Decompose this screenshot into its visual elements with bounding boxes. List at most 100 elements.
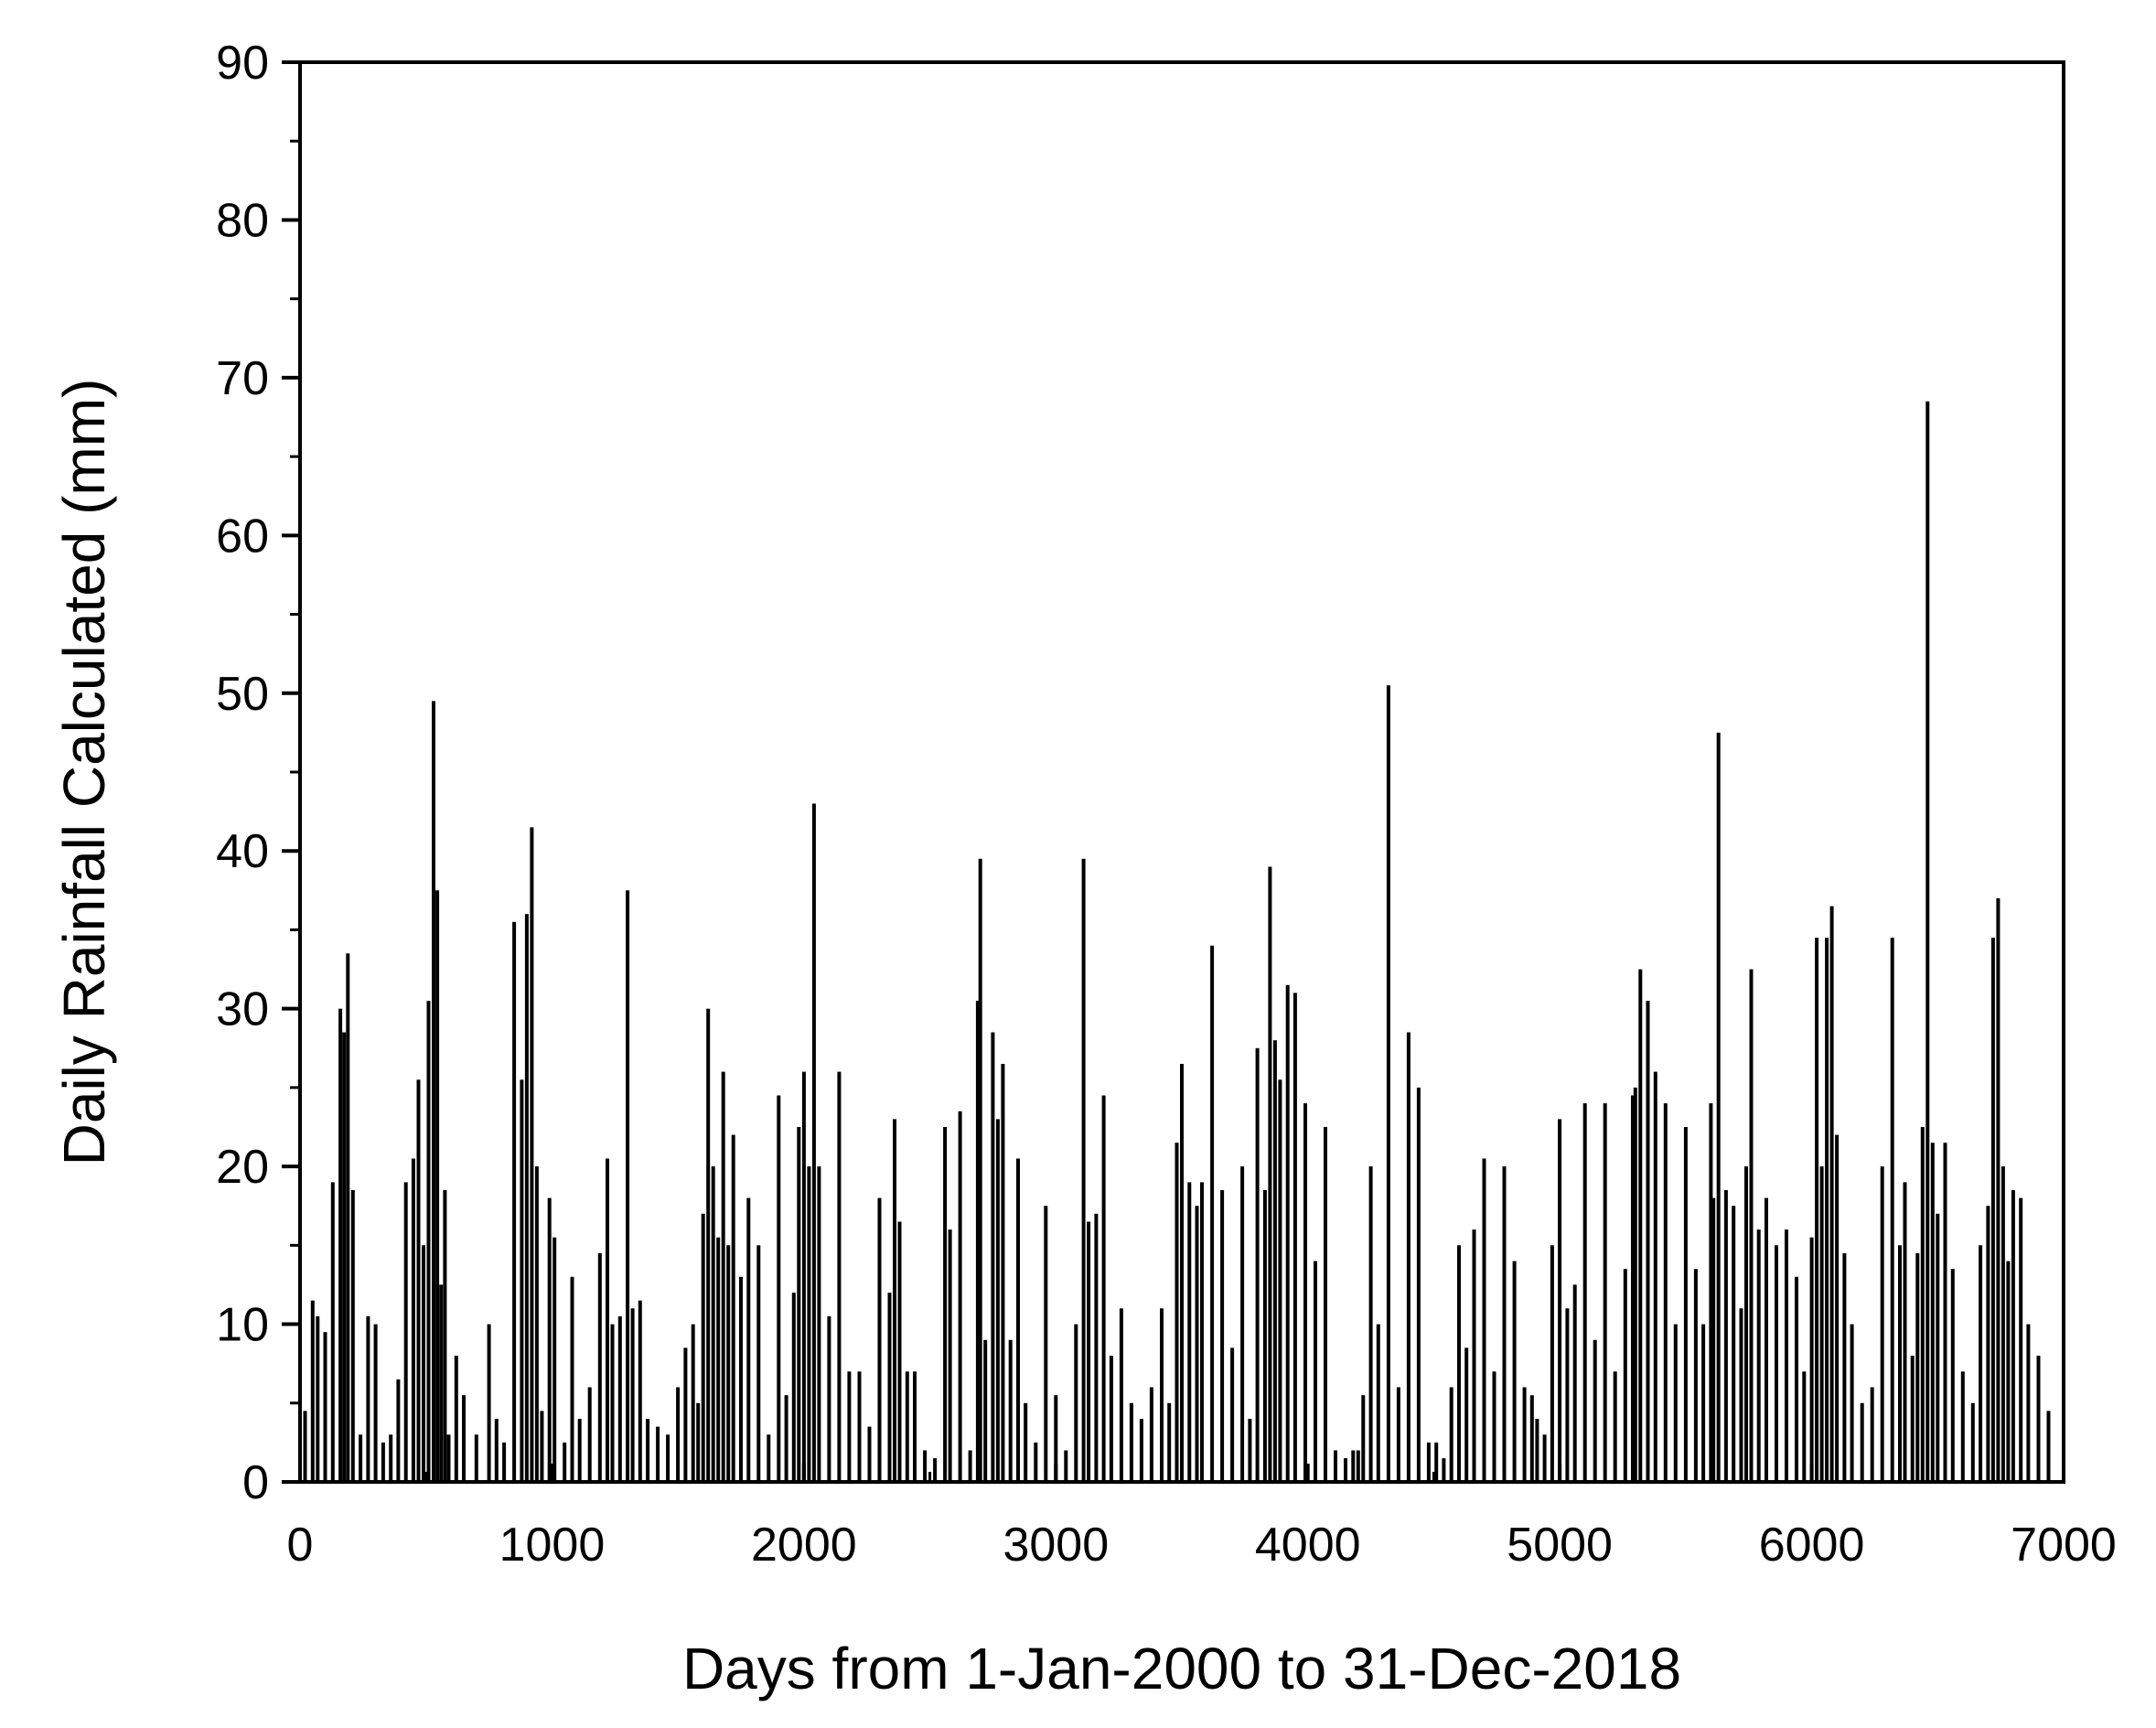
x-tick-label: 0 — [287, 1519, 314, 1572]
rainfall-bar — [933, 1458, 938, 1482]
rainfall-bar — [817, 1166, 821, 1482]
rainfall-bar — [1633, 1087, 1637, 1482]
rainfall-bar — [1492, 1371, 1496, 1482]
rainfall-bar — [676, 1387, 681, 1482]
rainfall-bar — [683, 1347, 688, 1482]
rainfall-bar — [1442, 1458, 1446, 1482]
rainfall-bar — [1990, 938, 1995, 1482]
rainfall-bar — [389, 1434, 393, 1482]
rainfall-bar — [330, 1182, 335, 1482]
rainfall-bar — [1739, 1308, 1743, 1482]
rainfall-bar — [462, 1395, 466, 1482]
rainfall-bar — [857, 1371, 862, 1482]
rainfall-bar — [1842, 1253, 1847, 1482]
x-tick-label: 2000 — [751, 1519, 857, 1572]
rainfall-bar — [443, 1190, 447, 1482]
rainfall-bar — [1139, 1419, 1143, 1482]
rainfall-bar — [512, 921, 517, 1482]
rainfall-bar — [570, 1276, 574, 1482]
rainfall-bar — [1334, 1450, 1337, 1482]
rainfall-bar — [1775, 1245, 1778, 1482]
rainfall-bar — [1683, 1127, 1688, 1482]
rainfall-bar — [1119, 1308, 1123, 1482]
rainfall-bar — [958, 1111, 962, 1482]
rainfall-bar — [1376, 1324, 1380, 1482]
rainfall-bar — [2046, 1411, 2051, 1482]
rainfall-bar — [1613, 1371, 1617, 1482]
y-tick-label: 50 — [216, 668, 269, 721]
rainfall-bar — [847, 1371, 852, 1482]
rainfall-bar — [897, 1221, 902, 1482]
rainfall-bar — [666, 1434, 670, 1482]
rainfall-bar — [2019, 1197, 2023, 1482]
rainfall-bar — [2006, 1261, 2011, 1482]
rainfall-bar — [454, 1356, 458, 1482]
rainfall-bar — [1220, 1190, 1225, 1482]
rainfall-bar — [403, 1182, 408, 1482]
rainfall-bar — [784, 1395, 788, 1482]
x-tick-label: 6000 — [1759, 1519, 1865, 1572]
rainfall-bar — [777, 1095, 781, 1482]
rainfall-bar — [1129, 1402, 1133, 1482]
rainfall-bar — [767, 1434, 771, 1482]
rainfall-bar — [530, 827, 534, 1482]
x-tick-label: 1000 — [499, 1519, 606, 1572]
rainfall-bar — [303, 1411, 307, 1482]
rainfall-bar — [731, 1134, 735, 1482]
rainfall-bar — [791, 1293, 796, 1482]
rainfall-bar — [1558, 1119, 1562, 1482]
rainfall-bar — [1943, 1143, 1947, 1482]
rainfall-bar — [1426, 1442, 1431, 1482]
rainfall-bar — [1396, 1387, 1400, 1482]
rainfall-bar — [638, 1300, 642, 1482]
rainfall-bar — [905, 1371, 909, 1482]
rainfall-bar — [474, 1434, 478, 1482]
rainfall-bar — [439, 1284, 444, 1482]
rainfall-bar — [1064, 1450, 1068, 1482]
rainfall-bar — [1582, 1103, 1587, 1482]
rainfall-bar — [1860, 1402, 1864, 1482]
rainfall-bar — [1829, 906, 1834, 1482]
rainfall-bar — [1416, 1087, 1421, 1482]
rainfall-bar — [1890, 938, 1894, 1482]
rainfall-bar — [1631, 1095, 1635, 1482]
rainfall-bar — [797, 1127, 801, 1482]
x-tick-label: 3000 — [1003, 1519, 1109, 1572]
y-tick-label: 30 — [216, 983, 269, 1036]
rainfall-bar — [630, 1308, 635, 1482]
rainfall-bar — [811, 803, 816, 1482]
rainfall-bar — [1915, 1253, 1920, 1482]
rainfall-bar — [416, 1079, 421, 1482]
rainfall-bar — [1457, 1245, 1461, 1482]
rainfall-bar — [1262, 1190, 1267, 1482]
rainfall-bar — [991, 1032, 995, 1482]
rainfall-bar — [1623, 1269, 1627, 1482]
rainfall-bar — [1434, 1442, 1439, 1482]
rainfall-bar — [323, 1332, 327, 1482]
rainfall-bar — [1693, 1269, 1698, 1482]
rainfall-bar — [701, 1213, 705, 1482]
rainfall-bar — [726, 1245, 731, 1482]
plot-frame — [298, 60, 2065, 1484]
rainfall-bar — [435, 890, 440, 1482]
rainfall-bar — [534, 1166, 539, 1482]
rainfall-bar — [617, 1315, 622, 1482]
rainfall-bar — [1472, 1229, 1476, 1482]
rainfall-bar — [1482, 1158, 1486, 1482]
rainfall-bar — [310, 1300, 315, 1482]
rainfall-bar — [923, 1450, 928, 1482]
rainfall-bar — [696, 1402, 701, 1482]
rainfall-bar — [1109, 1356, 1113, 1482]
rainfall-bar — [691, 1324, 695, 1482]
rainfall-bar — [1034, 1442, 1038, 1482]
rainfall-bar — [1815, 938, 1819, 1482]
rainfall-bar — [1001, 1064, 1005, 1482]
rainfall-bar — [877, 1197, 882, 1482]
rainfall-bar — [1087, 1221, 1091, 1482]
rainfall-bar — [1160, 1308, 1164, 1482]
rainfall-bar — [342, 1032, 347, 1482]
rainfall-bar — [587, 1387, 592, 1482]
rainfall-bar — [721, 1071, 725, 1482]
rainfall-bar — [540, 1411, 544, 1482]
rainfall-bar — [1825, 938, 1829, 1482]
